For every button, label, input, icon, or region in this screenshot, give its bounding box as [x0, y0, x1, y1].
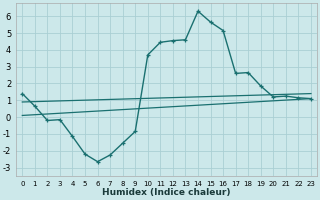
X-axis label: Humidex (Indice chaleur): Humidex (Indice chaleur): [102, 188, 231, 197]
